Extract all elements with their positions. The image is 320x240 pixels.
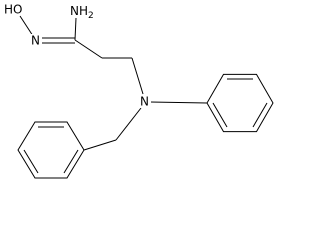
- bond: [74, 39, 103, 59]
- bond: [23, 149, 39, 174]
- bond: [131, 57, 144, 95]
- bond: [63, 149, 79, 174]
- bond: [83, 139, 117, 151]
- atom-label: HO: [4, 3, 22, 17]
- structure-diagram: HO N NH2 N: [4, 3, 274, 179]
- bond: [212, 102, 228, 128]
- bond: [74, 17, 77, 41]
- label-bg: [30, 34, 42, 47]
- bond: [19, 15, 34, 37]
- bonds: [17, 15, 274, 179]
- ring: [206, 73, 274, 133]
- atom-subscript: 2: [88, 11, 94, 21]
- ring: [17, 121, 85, 179]
- page: HO N NH2 N (() => { const data = JSON.pa…: [4, 2, 274, 179]
- bond: [149, 101, 208, 104]
- atom-label: N: [31, 34, 40, 48]
- label-bg: [139, 95, 151, 108]
- atom-label: NH: [70, 4, 88, 18]
- atom-label: NH2: [70, 4, 94, 21]
- bond: [115, 107, 142, 141]
- bond: [252, 102, 268, 128]
- atom-label: N: [140, 95, 149, 109]
